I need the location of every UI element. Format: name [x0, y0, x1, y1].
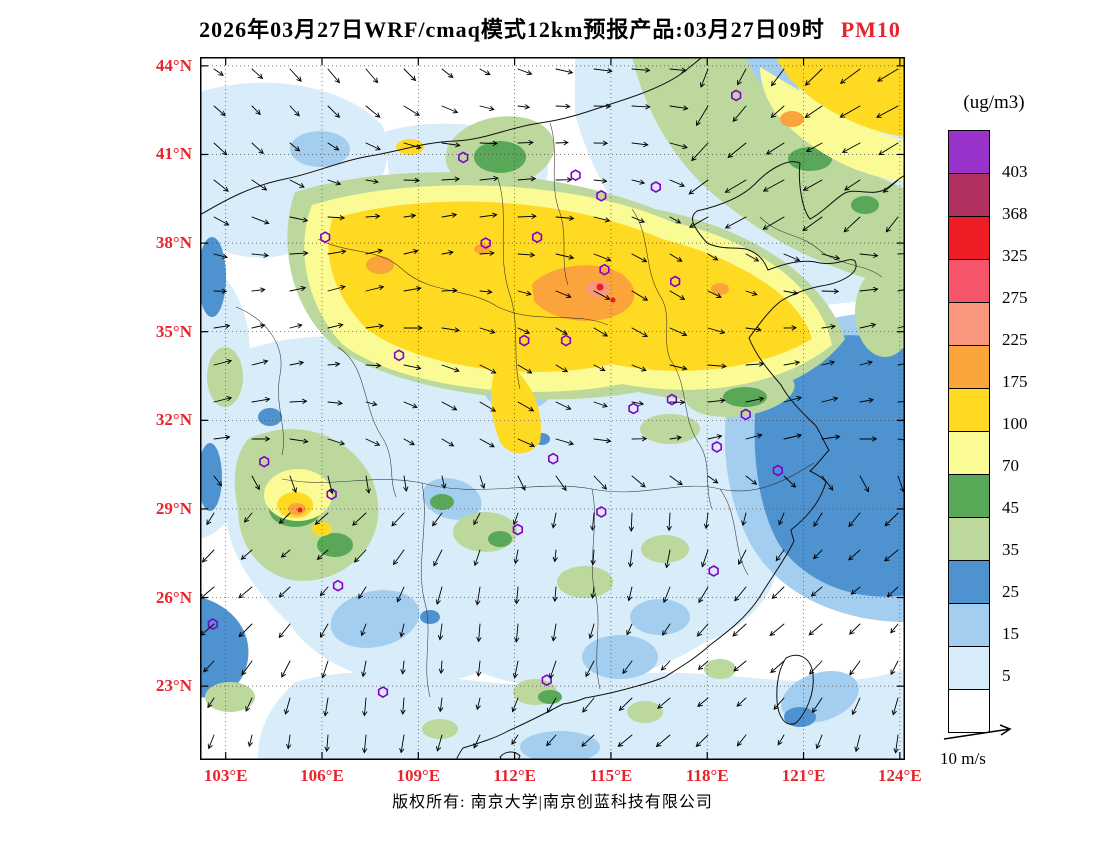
copyright: 版权所有: 南京大学|南京创蓝科技有限公司 [392, 794, 713, 811]
city-marker [326, 488, 337, 501]
legend-boundary-label: 225 [1002, 330, 1028, 349]
legend-unit: (ug/m3) [963, 92, 1025, 113]
lon-label: 109°E [396, 766, 441, 785]
city-marker [666, 393, 678, 406]
legend-boundary-label: 325 [1002, 246, 1028, 265]
legend-boundary-label: 15 [1002, 624, 1019, 643]
legend-cell [948, 173, 990, 217]
lon-label: 115°E [589, 766, 633, 785]
station-markers [207, 89, 784, 699]
city-marker [730, 89, 742, 102]
city-marker [519, 334, 530, 347]
legend-cell [948, 302, 990, 346]
city-marker [599, 263, 610, 276]
city-marker [596, 505, 607, 518]
graticule-grid [200, 57, 905, 760]
legend-cell [948, 216, 990, 260]
city-marker [393, 349, 405, 362]
page-title: 2026年03月27日WRF/cmaq模式12km预报产品:03月27日09时 P… [0, 12, 1100, 44]
city-marker [772, 464, 784, 477]
city-marker [332, 579, 344, 592]
legend-boundary-label: 275 [1002, 288, 1028, 307]
legend-boundary-label: 100 [1002, 414, 1028, 433]
map-area [200, 57, 905, 760]
city-marker [560, 334, 572, 347]
forecast-map [200, 57, 905, 760]
wind-scale-label: 10 m/s [940, 749, 986, 768]
legend-cell [948, 130, 990, 174]
city-marker [650, 181, 662, 193]
city-marker [480, 237, 491, 250]
lon-label: 118°E [685, 766, 729, 785]
legend-cell [948, 259, 990, 303]
concentration-fill-layer [200, 57, 905, 760]
lon-label: 103°E [203, 766, 248, 785]
lat-label: 35°N [155, 321, 192, 341]
city-marker [596, 189, 607, 202]
wind-arrows [200, 67, 905, 754]
city-marker [711, 440, 723, 453]
lon-label: 121°E [781, 766, 826, 785]
lat-label: 32°N [155, 410, 192, 430]
legend-boundary-label: 25 [1002, 582, 1019, 601]
legend-boundary-label: 35 [1002, 540, 1019, 559]
legend-boundary-label: 175 [1002, 372, 1028, 391]
wind-scale-arrow-icon [943, 724, 1012, 740]
legend-boundary-label: 403 [1002, 162, 1028, 181]
city-marker [547, 452, 559, 465]
legend-cell [948, 345, 990, 389]
coastline-borders [200, 57, 905, 760]
lon-label: 112°E [493, 766, 536, 785]
lat-label: 41°N [155, 144, 192, 164]
legend-colorbar [948, 130, 990, 733]
legend-cell [948, 646, 990, 690]
legend-boundary-label: 368 [1002, 204, 1028, 223]
lon-label: 106°E [300, 766, 344, 785]
legend-cell [948, 388, 990, 432]
legend-cell [948, 560, 990, 604]
legend-cell [948, 603, 990, 647]
wind-scale: 10 m/s [938, 722, 1058, 769]
city-marker [740, 408, 751, 421]
legend-boundary-label: 70 [1002, 456, 1019, 475]
lat-label: 44°N [155, 55, 192, 75]
legend-boundary-label: 5 [1002, 666, 1011, 685]
lat-label: 29°N [155, 498, 192, 518]
map-border [200, 57, 905, 760]
city-marker [377, 686, 389, 699]
legend-cell [948, 431, 990, 475]
title-pollutant: PM10 [840, 17, 901, 42]
city-marker [708, 565, 719, 577]
city-marker [531, 231, 543, 244]
city-marker [669, 275, 681, 288]
legend-cell [948, 689, 990, 733]
city-marker [628, 402, 639, 415]
city-marker [570, 169, 581, 182]
lat-label: 23°N [155, 676, 192, 696]
title-text: 2026年03月27日WRF/cmaq模式12km预报产品:03月27日09时 [199, 17, 825, 42]
legend-boundary-label: 45 [1002, 498, 1019, 517]
lon-label: 124°E [878, 766, 922, 785]
province-lines [235, 122, 883, 698]
lat-label: 38°N [155, 233, 192, 253]
legend-cell [948, 474, 990, 518]
city-marker [207, 618, 219, 631]
legend-cell [948, 517, 990, 561]
lat-label: 26°N [155, 587, 192, 607]
city-marker [320, 231, 331, 244]
city-marker [512, 523, 524, 536]
city-marker [458, 151, 469, 164]
city-marker [259, 455, 270, 468]
